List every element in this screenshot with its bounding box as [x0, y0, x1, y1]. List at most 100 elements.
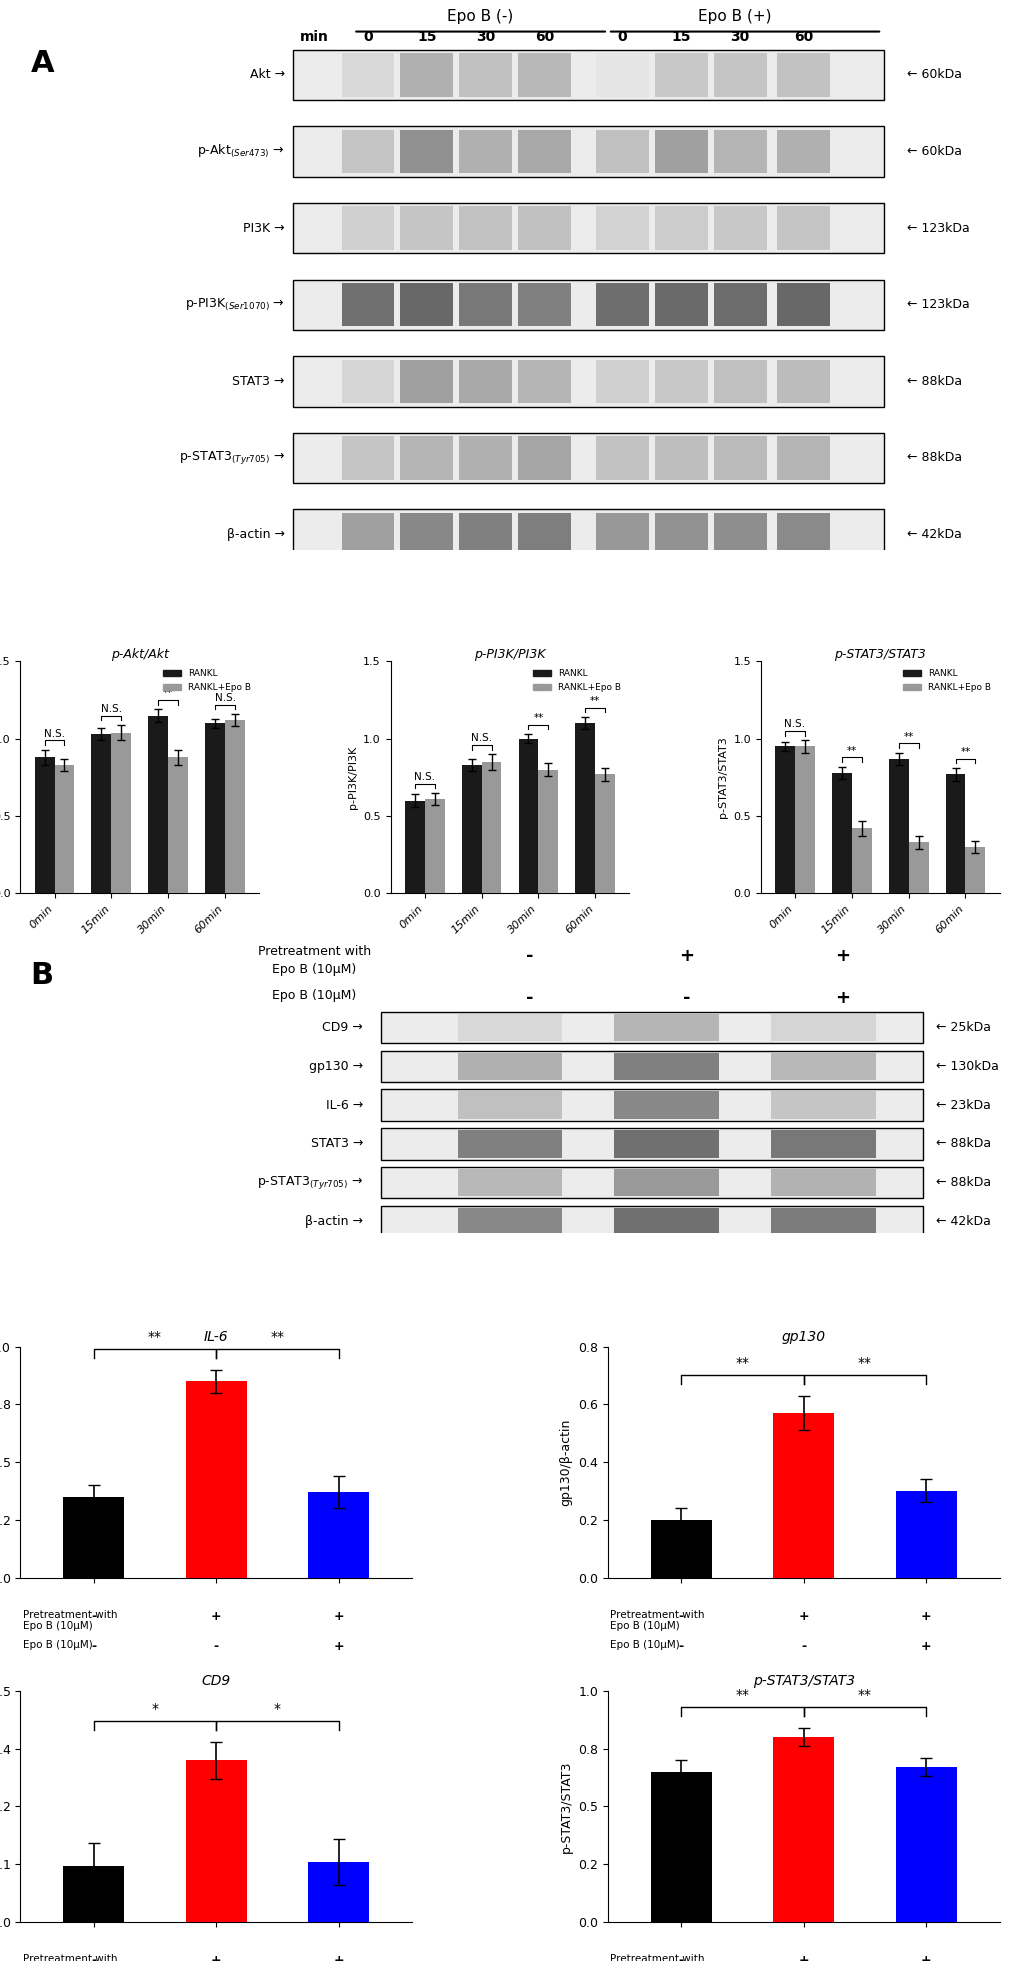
- Bar: [462, 765, 481, 894]
- Legend: RANKL, RANKL+Epo B: RANKL, RANKL+Epo B: [529, 667, 625, 696]
- Text: ← 123kDa: ← 123kDa: [906, 298, 968, 312]
- Text: **: **: [960, 747, 970, 757]
- Text: +: +: [920, 1639, 930, 1653]
- FancyBboxPatch shape: [459, 206, 512, 249]
- FancyBboxPatch shape: [518, 435, 571, 480]
- Bar: [308, 1861, 369, 1922]
- Bar: [774, 747, 794, 894]
- Text: N.S.: N.S.: [214, 692, 235, 704]
- FancyBboxPatch shape: [399, 53, 452, 96]
- Text: ← 88kDa: ← 88kDa: [935, 1137, 990, 1151]
- FancyBboxPatch shape: [770, 1053, 875, 1081]
- Text: +: +: [333, 1953, 343, 1961]
- Text: p-STAT3$_{(Tyr705)}$ →: p-STAT3$_{(Tyr705)}$ →: [257, 1175, 363, 1190]
- Text: STAT3 →: STAT3 →: [232, 375, 284, 388]
- FancyBboxPatch shape: [776, 206, 829, 249]
- FancyBboxPatch shape: [292, 126, 883, 176]
- FancyBboxPatch shape: [613, 1053, 718, 1081]
- Title: gp130: gp130: [781, 1330, 825, 1343]
- FancyBboxPatch shape: [380, 1167, 922, 1198]
- Y-axis label: gp130/β-actin: gp130/β-actin: [559, 1418, 572, 1506]
- Text: N.S.: N.S.: [101, 704, 122, 714]
- FancyBboxPatch shape: [399, 435, 452, 480]
- Bar: [185, 1381, 247, 1577]
- FancyBboxPatch shape: [770, 1208, 875, 1235]
- FancyBboxPatch shape: [713, 435, 766, 480]
- FancyBboxPatch shape: [341, 53, 394, 96]
- Bar: [908, 843, 927, 894]
- FancyBboxPatch shape: [776, 53, 829, 96]
- FancyBboxPatch shape: [776, 359, 829, 404]
- FancyBboxPatch shape: [713, 129, 766, 173]
- Bar: [518, 739, 538, 894]
- FancyBboxPatch shape: [341, 435, 394, 480]
- FancyBboxPatch shape: [380, 1012, 922, 1043]
- Text: Pretreatment with
Epo B (10μM): Pretreatment with Epo B (10μM): [258, 945, 370, 977]
- FancyBboxPatch shape: [341, 129, 394, 173]
- Text: +: +: [211, 1953, 221, 1961]
- Title: CD9: CD9: [202, 1675, 230, 1688]
- Text: Pretreatment with
Epo B (10μM): Pretreatment with Epo B (10μM): [609, 1953, 704, 1961]
- FancyBboxPatch shape: [458, 1053, 561, 1081]
- Bar: [63, 1867, 124, 1922]
- Text: 60: 60: [794, 29, 812, 45]
- Bar: [308, 1492, 369, 1577]
- FancyBboxPatch shape: [613, 1130, 718, 1157]
- Text: p-Akt$_{(Ser473)}$ →: p-Akt$_{(Ser473)}$ →: [197, 143, 284, 161]
- Text: ← 25kDa: ← 25kDa: [935, 1022, 990, 1033]
- Text: *: *: [152, 1702, 158, 1716]
- Text: ← 23kDa: ← 23kDa: [935, 1098, 989, 1112]
- Text: -: -: [91, 1610, 97, 1624]
- FancyBboxPatch shape: [654, 53, 707, 96]
- FancyBboxPatch shape: [776, 435, 829, 480]
- Bar: [405, 800, 424, 894]
- FancyBboxPatch shape: [713, 359, 766, 404]
- Bar: [595, 775, 614, 894]
- Text: min: min: [300, 29, 328, 45]
- FancyBboxPatch shape: [399, 206, 452, 249]
- Bar: [54, 765, 74, 894]
- FancyBboxPatch shape: [776, 282, 829, 326]
- FancyBboxPatch shape: [380, 1128, 922, 1159]
- Text: ← 88kDa: ← 88kDa: [935, 1177, 990, 1188]
- FancyBboxPatch shape: [518, 53, 571, 96]
- FancyBboxPatch shape: [458, 1208, 561, 1235]
- FancyBboxPatch shape: [770, 1014, 875, 1041]
- FancyBboxPatch shape: [341, 282, 394, 326]
- Text: 0: 0: [363, 29, 373, 45]
- Text: 0: 0: [618, 29, 627, 45]
- FancyBboxPatch shape: [341, 514, 394, 557]
- FancyBboxPatch shape: [341, 359, 394, 404]
- FancyBboxPatch shape: [713, 206, 766, 249]
- FancyBboxPatch shape: [776, 129, 829, 173]
- FancyBboxPatch shape: [458, 1130, 561, 1157]
- Text: 30: 30: [476, 29, 494, 45]
- Bar: [185, 1761, 247, 1922]
- Text: -: -: [678, 1639, 684, 1653]
- Title: p-PI3K/PI3K: p-PI3K/PI3K: [474, 649, 545, 661]
- Bar: [148, 716, 168, 894]
- Bar: [575, 724, 595, 894]
- FancyBboxPatch shape: [713, 514, 766, 557]
- FancyBboxPatch shape: [595, 53, 648, 96]
- FancyBboxPatch shape: [292, 433, 883, 482]
- Bar: [772, 1737, 834, 1922]
- Text: +: +: [835, 947, 850, 965]
- FancyBboxPatch shape: [399, 514, 452, 557]
- Text: IL-6 →: IL-6 →: [325, 1098, 363, 1112]
- Text: -: -: [678, 1953, 684, 1961]
- Y-axis label: p-PI3K/PI3K: p-PI3K/PI3K: [347, 745, 358, 810]
- FancyBboxPatch shape: [292, 510, 883, 561]
- Bar: [945, 775, 965, 894]
- FancyBboxPatch shape: [459, 359, 512, 404]
- FancyBboxPatch shape: [654, 282, 707, 326]
- Bar: [888, 759, 908, 894]
- Text: ← 42kDa: ← 42kDa: [906, 528, 961, 541]
- Text: ← 42kDa: ← 42kDa: [935, 1216, 989, 1228]
- Text: N.S.: N.S.: [44, 729, 65, 739]
- Bar: [851, 828, 871, 894]
- FancyBboxPatch shape: [459, 53, 512, 96]
- FancyBboxPatch shape: [518, 282, 571, 326]
- Text: Epo B (10μM): Epo B (10μM): [609, 1639, 680, 1649]
- Bar: [772, 1414, 834, 1577]
